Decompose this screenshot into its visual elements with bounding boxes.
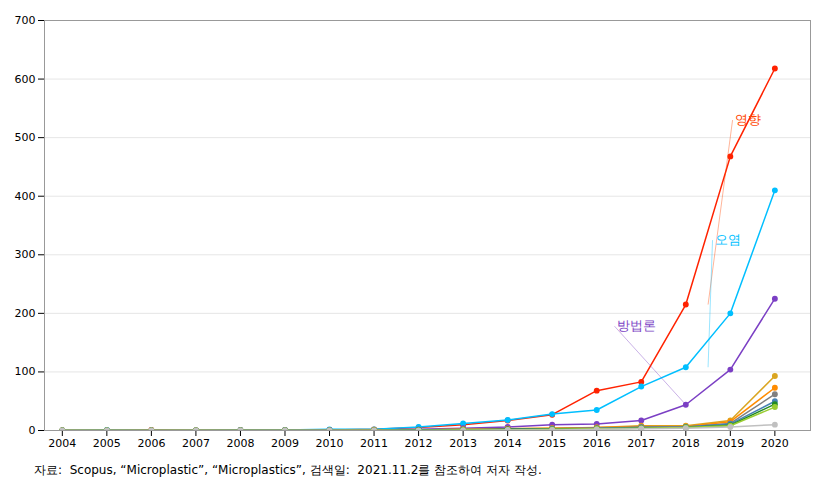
svg-text:2020: 2020 (761, 437, 789, 450)
html-text:자료: Scopus, “Microplastic”, “M: 자료: Scopus, “Microplastic”, “Microplasti… (34, 463, 542, 477)
svg-text:400: 400 (15, 190, 36, 203)
svg-text:500: 500 (15, 131, 36, 144)
svg-text:300: 300 (15, 248, 36, 261)
svg-text:2013: 2013 (449, 437, 477, 450)
svg-text:2017: 2017 (627, 437, 655, 450)
svg-text:2019: 2019 (716, 437, 744, 450)
svg-text:방법론: 방법론 (617, 318, 656, 333)
svg-text:700: 700 (15, 14, 36, 27)
svg-text:영향: 영향 (735, 112, 761, 127)
svg-text:0: 0 (29, 424, 36, 437)
svg-text:2005: 2005 (93, 437, 121, 450)
svg-text:2009: 2009 (271, 437, 299, 450)
svg-text:2014: 2014 (494, 437, 522, 450)
svg-text:2012: 2012 (405, 437, 433, 450)
svg-text:2007: 2007 (182, 437, 210, 450)
svg-text:2016: 2016 (583, 437, 611, 450)
svg-text:2010: 2010 (316, 437, 344, 450)
svg-text:2015: 2015 (538, 437, 566, 450)
svg-text:600: 600 (15, 73, 36, 86)
svg-text:2006: 2006 (137, 437, 165, 450)
svg-text:오염: 오염 (715, 232, 741, 247)
svg-text:2008: 2008 (226, 437, 254, 450)
svg-text:2004: 2004 (48, 437, 76, 450)
svg-text:100: 100 (15, 365, 36, 378)
svg-text:200: 200 (15, 307, 36, 320)
svg-text:2011: 2011 (360, 437, 388, 450)
svg-text:2018: 2018 (672, 437, 700, 450)
